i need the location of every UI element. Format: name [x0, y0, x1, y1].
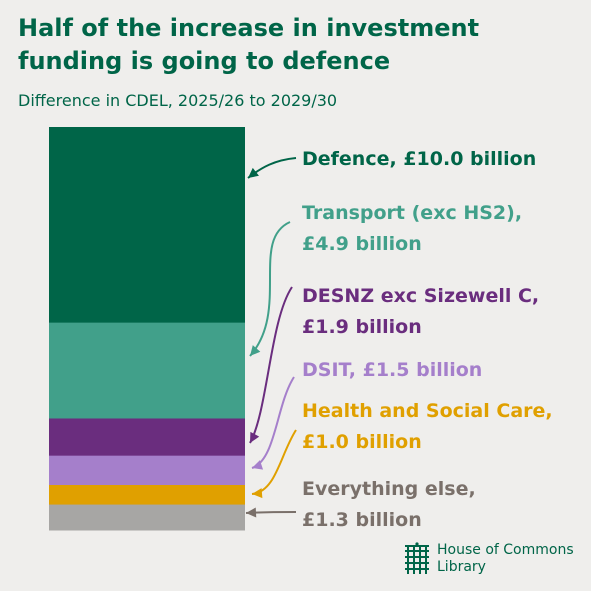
chart-title: Half of the increase in investment fundi…	[18, 14, 480, 75]
bar-segment-everything-else	[49, 504, 245, 531]
arrowhead-transport-exc-hs2-	[250, 345, 261, 356]
bar-segment-defence	[49, 127, 245, 324]
bar-segment-transport-exc-hs2-	[49, 322, 245, 419]
arrowhead-everything-else	[246, 507, 257, 518]
segment-label-desnz-exc-sizewell-c: DESNZ exc Sizewell C, £1.9 billion	[302, 285, 539, 338]
chart-subtitle: Difference in CDEL, 2025/26 to 2029/30	[18, 91, 338, 110]
arrowhead-defence	[248, 167, 259, 178]
segment-label-defence: Defence, £10.0 billion	[302, 148, 536, 170]
arrowhead-health-and-social-care	[252, 488, 263, 499]
bar-segment-desnz-exc-sizewell-c	[49, 418, 245, 457]
arrowhead-dsit	[252, 460, 264, 470]
bar-segment-dsit	[49, 455, 245, 486]
segment-label-dsit: DSIT, £1.5 billion	[302, 359, 482, 381]
arrowhead-desnz-exc-sizewell-c	[250, 431, 260, 443]
house-of-commons-library-logo: House of Commons Library	[402, 542, 574, 576]
segment-label-health-and-social-care: Health and Social Care, £1.0 billion	[302, 400, 553, 453]
arrow-transport-exc-hs2-	[249, 221, 291, 357]
segment-label-everything-else: Everything else, £1.3 billion	[302, 478, 476, 531]
portcullis-icon	[405, 542, 429, 574]
logo-text-line1: House of Commons	[437, 542, 574, 558]
logo-text-line2: Library	[437, 559, 486, 575]
arrow-desnz-exc-sizewell-c	[249, 286, 293, 444]
bar-segment-health-and-social-care	[49, 485, 245, 506]
segment-label-transport-exc-hs2-: Transport (exc HS2), £4.9 billion	[302, 202, 522, 255]
